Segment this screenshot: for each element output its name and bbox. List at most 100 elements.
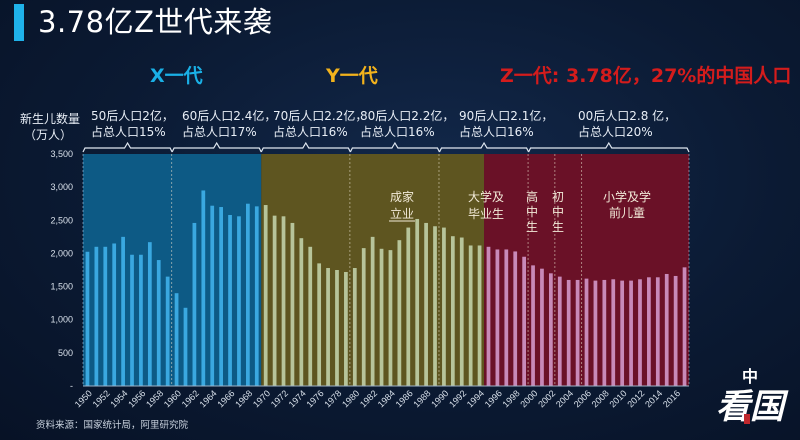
bar xyxy=(370,236,375,386)
bar xyxy=(219,207,224,386)
x-tick-label: 2004 xyxy=(554,388,575,409)
logo-text: 看国 xyxy=(716,387,789,427)
bar xyxy=(85,251,90,386)
x-tick-label: 1982 xyxy=(358,388,379,409)
x-tick-label: 1988 xyxy=(411,388,432,409)
bar xyxy=(174,293,179,386)
cohort-line2: 占总人口17% xyxy=(182,125,257,139)
bar xyxy=(228,214,232,386)
bar xyxy=(139,254,143,386)
bar xyxy=(254,206,259,386)
cohort-bracket xyxy=(260,141,351,153)
x-tick-label: 1958 xyxy=(144,388,165,409)
cohort-line1: 80后人口2.2亿， xyxy=(360,109,455,123)
x-tick-label: 1974 xyxy=(287,388,308,409)
stage-label: 大学及 xyxy=(468,189,504,204)
bar xyxy=(361,248,366,386)
bar xyxy=(629,280,633,386)
bar xyxy=(281,216,286,386)
bar xyxy=(477,245,482,386)
bar xyxy=(557,276,562,386)
stage-label: 小学及学 xyxy=(603,189,651,204)
bar xyxy=(308,246,313,386)
bar xyxy=(388,250,393,386)
y-tick-label: 1,000 xyxy=(50,315,73,325)
y-tick-label: - xyxy=(70,381,73,391)
stage-label: 高 xyxy=(526,189,538,204)
x-tick-label: 1998 xyxy=(501,388,522,409)
bar xyxy=(317,263,322,386)
cohort-80s: 80后人口2.2亿， 占总人口16% xyxy=(360,108,454,140)
x-tick-label: 1954 xyxy=(108,388,129,409)
cohort-line2: 占总人口16% xyxy=(360,125,435,139)
bar xyxy=(335,270,339,386)
cohort-00s: 00后人口2.8 亿， 占总人口20% xyxy=(578,108,676,140)
cohort-bracket xyxy=(528,141,690,153)
x-tick-label: 1996 xyxy=(483,388,504,409)
x-tick-label: 2002 xyxy=(536,388,557,409)
bar xyxy=(682,267,687,386)
bar xyxy=(611,279,616,386)
x-tick-label: 2012 xyxy=(625,388,646,409)
bar xyxy=(620,280,625,386)
bar xyxy=(406,227,411,386)
bar xyxy=(602,279,607,386)
bar xyxy=(522,256,527,386)
y-axis-title: 新生儿数量 （万人） xyxy=(20,111,80,143)
x-tick-label: 1966 xyxy=(215,388,236,409)
y-tick-label: 1,500 xyxy=(50,282,73,292)
x-tick-label: 1994 xyxy=(465,388,486,409)
cohort-70s: 70后人口2.2亿， 占总人口16% xyxy=(273,108,367,140)
stage-label: 生 xyxy=(526,220,538,234)
bar xyxy=(442,227,446,386)
cohort-line2: 占总人口16% xyxy=(273,125,348,139)
bar xyxy=(593,280,598,386)
x-tick-label: 1970 xyxy=(251,388,272,409)
bar xyxy=(147,242,152,386)
bar xyxy=(450,236,455,386)
y-axis-title-line1: 新生儿数量 xyxy=(20,112,81,126)
cohort-line2: 占总人口20% xyxy=(578,125,653,139)
bar xyxy=(647,277,651,386)
bar xyxy=(156,260,161,386)
title-accent-bar xyxy=(14,4,24,41)
x-tick-label: 1990 xyxy=(429,388,450,409)
x-tick-label: 1980 xyxy=(340,388,361,409)
bar xyxy=(664,273,669,386)
y-axis-title-line2: （万人） xyxy=(24,128,73,142)
bar xyxy=(379,248,384,386)
x-tick-label: 2006 xyxy=(572,388,593,409)
bar xyxy=(210,205,215,386)
bar xyxy=(548,273,553,386)
stage-label: 成家 xyxy=(390,189,414,204)
y-tick-label: 3,000 xyxy=(50,182,73,192)
bar xyxy=(397,240,402,386)
source-note: 资料来源：国家统计局，阿里研究院 xyxy=(36,420,189,431)
bar xyxy=(459,237,464,386)
page-title: 3.78亿Z世代来袭 xyxy=(38,5,273,39)
bar xyxy=(424,222,428,386)
stage-label: 中 xyxy=(552,204,564,219)
cohort-bracket xyxy=(171,141,262,153)
cohort-line1: 60后人口2.4亿， xyxy=(182,109,277,123)
y-tick-label: 2,000 xyxy=(50,248,73,258)
bar xyxy=(103,246,108,386)
x-tick-label: 1984 xyxy=(376,388,397,409)
cohort-90s: 90后人口2.1亿， 占总人口16% xyxy=(459,108,553,140)
x-tick-label: 1956 xyxy=(126,388,147,409)
bar xyxy=(130,254,134,386)
bar xyxy=(352,268,357,386)
bar xyxy=(299,238,304,386)
x-tick-label: 1972 xyxy=(269,388,290,409)
bar xyxy=(237,216,241,386)
cohort-50s: 50后人口2亿， 占总人口15% xyxy=(91,108,174,140)
x-tick-label: 2010 xyxy=(607,388,628,409)
bar xyxy=(192,222,197,386)
x-tick-label: 1960 xyxy=(162,388,183,409)
bar xyxy=(121,236,125,386)
y-tick-label: 3,500 xyxy=(50,149,73,159)
bar xyxy=(290,222,295,386)
svg-text:中: 中 xyxy=(742,368,758,386)
y-tick-label: 2,500 xyxy=(50,215,73,225)
